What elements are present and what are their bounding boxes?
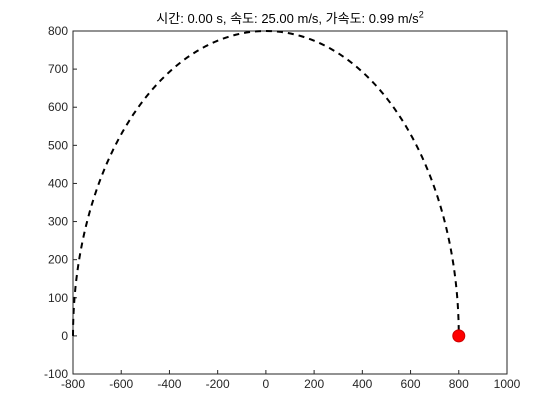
trajectory-line [72, 29, 460, 336]
x-tick-label: 800 [449, 377, 469, 391]
x-tick-label: 200 [304, 377, 324, 391]
y-tick-label: 500 [48, 138, 68, 152]
y-tick-label: 200 [48, 253, 68, 267]
y-tick-label: -100 [44, 367, 68, 381]
y-tick-label: 300 [48, 215, 68, 229]
x-axis: -800 -600 -400 -200 0 200 400 600 800 1000 [61, 370, 521, 391]
projectile-marker [452, 329, 466, 343]
x-tick-label: -400 [157, 377, 181, 391]
y-tick-label: 400 [48, 176, 68, 190]
x-tick-label: 1000 [494, 377, 521, 391]
x-tick-label: -200 [206, 377, 230, 391]
y-tick-label: 700 [48, 62, 68, 76]
x-tick-label: 0 [263, 377, 270, 391]
x-tick-label: -600 [109, 377, 133, 391]
x-tick-label: -800 [61, 377, 85, 391]
chart-title: 시간: 0.00 s, 속도: 25.00 m/s, 가속도: 0.99 m/s… [156, 9, 424, 26]
x-tick-label: 600 [401, 377, 421, 391]
axes-box [72, 30, 508, 375]
y-tick-label: 0 [61, 329, 68, 343]
y-axis: -100 0 100 200 300 400 500 600 700 800 [44, 24, 77, 381]
x-tick-label: 400 [352, 377, 372, 391]
y-tick-label: 600 [48, 100, 68, 114]
y-tick-label: 800 [48, 24, 68, 38]
y-tick-label: 100 [48, 291, 68, 305]
